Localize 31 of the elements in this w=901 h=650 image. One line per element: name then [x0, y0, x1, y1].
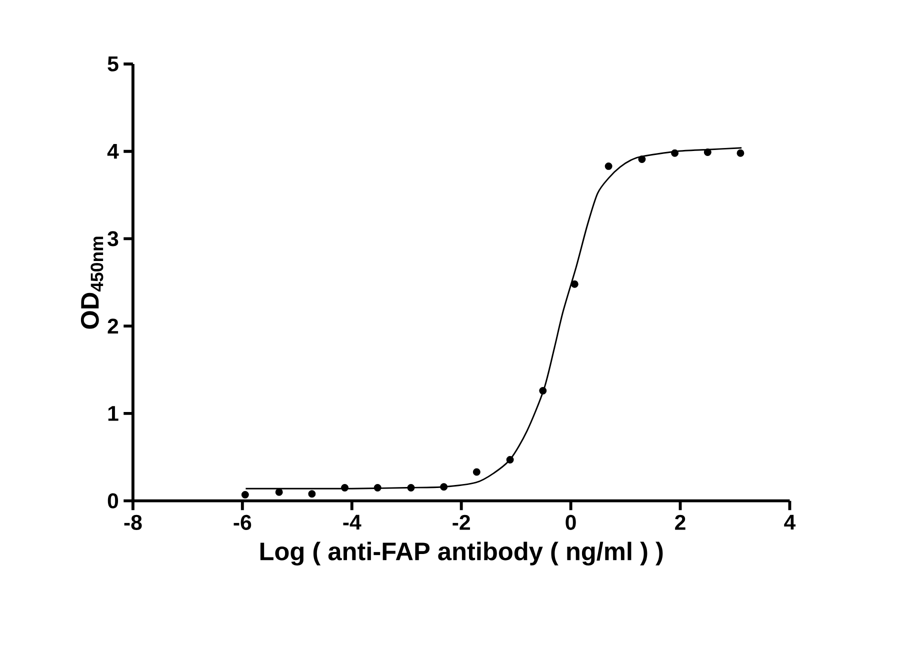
- point: [275, 488, 283, 496]
- x-tick-label: 2: [675, 514, 686, 530]
- y-tick-label: 5: [108, 56, 118, 72]
- y-tick-label: 2: [108, 318, 118, 334]
- point: [570, 280, 578, 288]
- point: [671, 149, 679, 157]
- y-tick-label: 3: [108, 231, 118, 246]
- point: [440, 483, 448, 491]
- point: [539, 387, 547, 395]
- x-tick-label: -4: [343, 514, 362, 530]
- point: [638, 156, 646, 164]
- x-tick-label: -6: [234, 514, 252, 530]
- point: [241, 491, 249, 499]
- x-tick-label: 0: [566, 514, 576, 530]
- point: [308, 490, 316, 498]
- x-tick-label: -8: [124, 514, 142, 530]
- y-tick-label: 1: [108, 406, 118, 421]
- x-axis-title: Log ( anti-FAP antibody ( ng/ml ) ): [260, 542, 663, 566]
- y-axis-title: OD$_{450nm}$: [80, 236, 104, 329]
- point: [407, 484, 415, 492]
- point: [704, 148, 712, 156]
- x-tick-label: 4: [784, 514, 796, 530]
- point: [374, 484, 382, 492]
- point: [604, 162, 612, 170]
- point: [472, 468, 480, 476]
- point: [736, 149, 744, 157]
- y-tick-label: 0: [108, 493, 118, 508]
- x-tick-label: -2: [452, 514, 470, 530]
- y-tick-label: 4: [107, 144, 119, 159]
- point: [341, 484, 348, 492]
- point: [506, 456, 514, 464]
